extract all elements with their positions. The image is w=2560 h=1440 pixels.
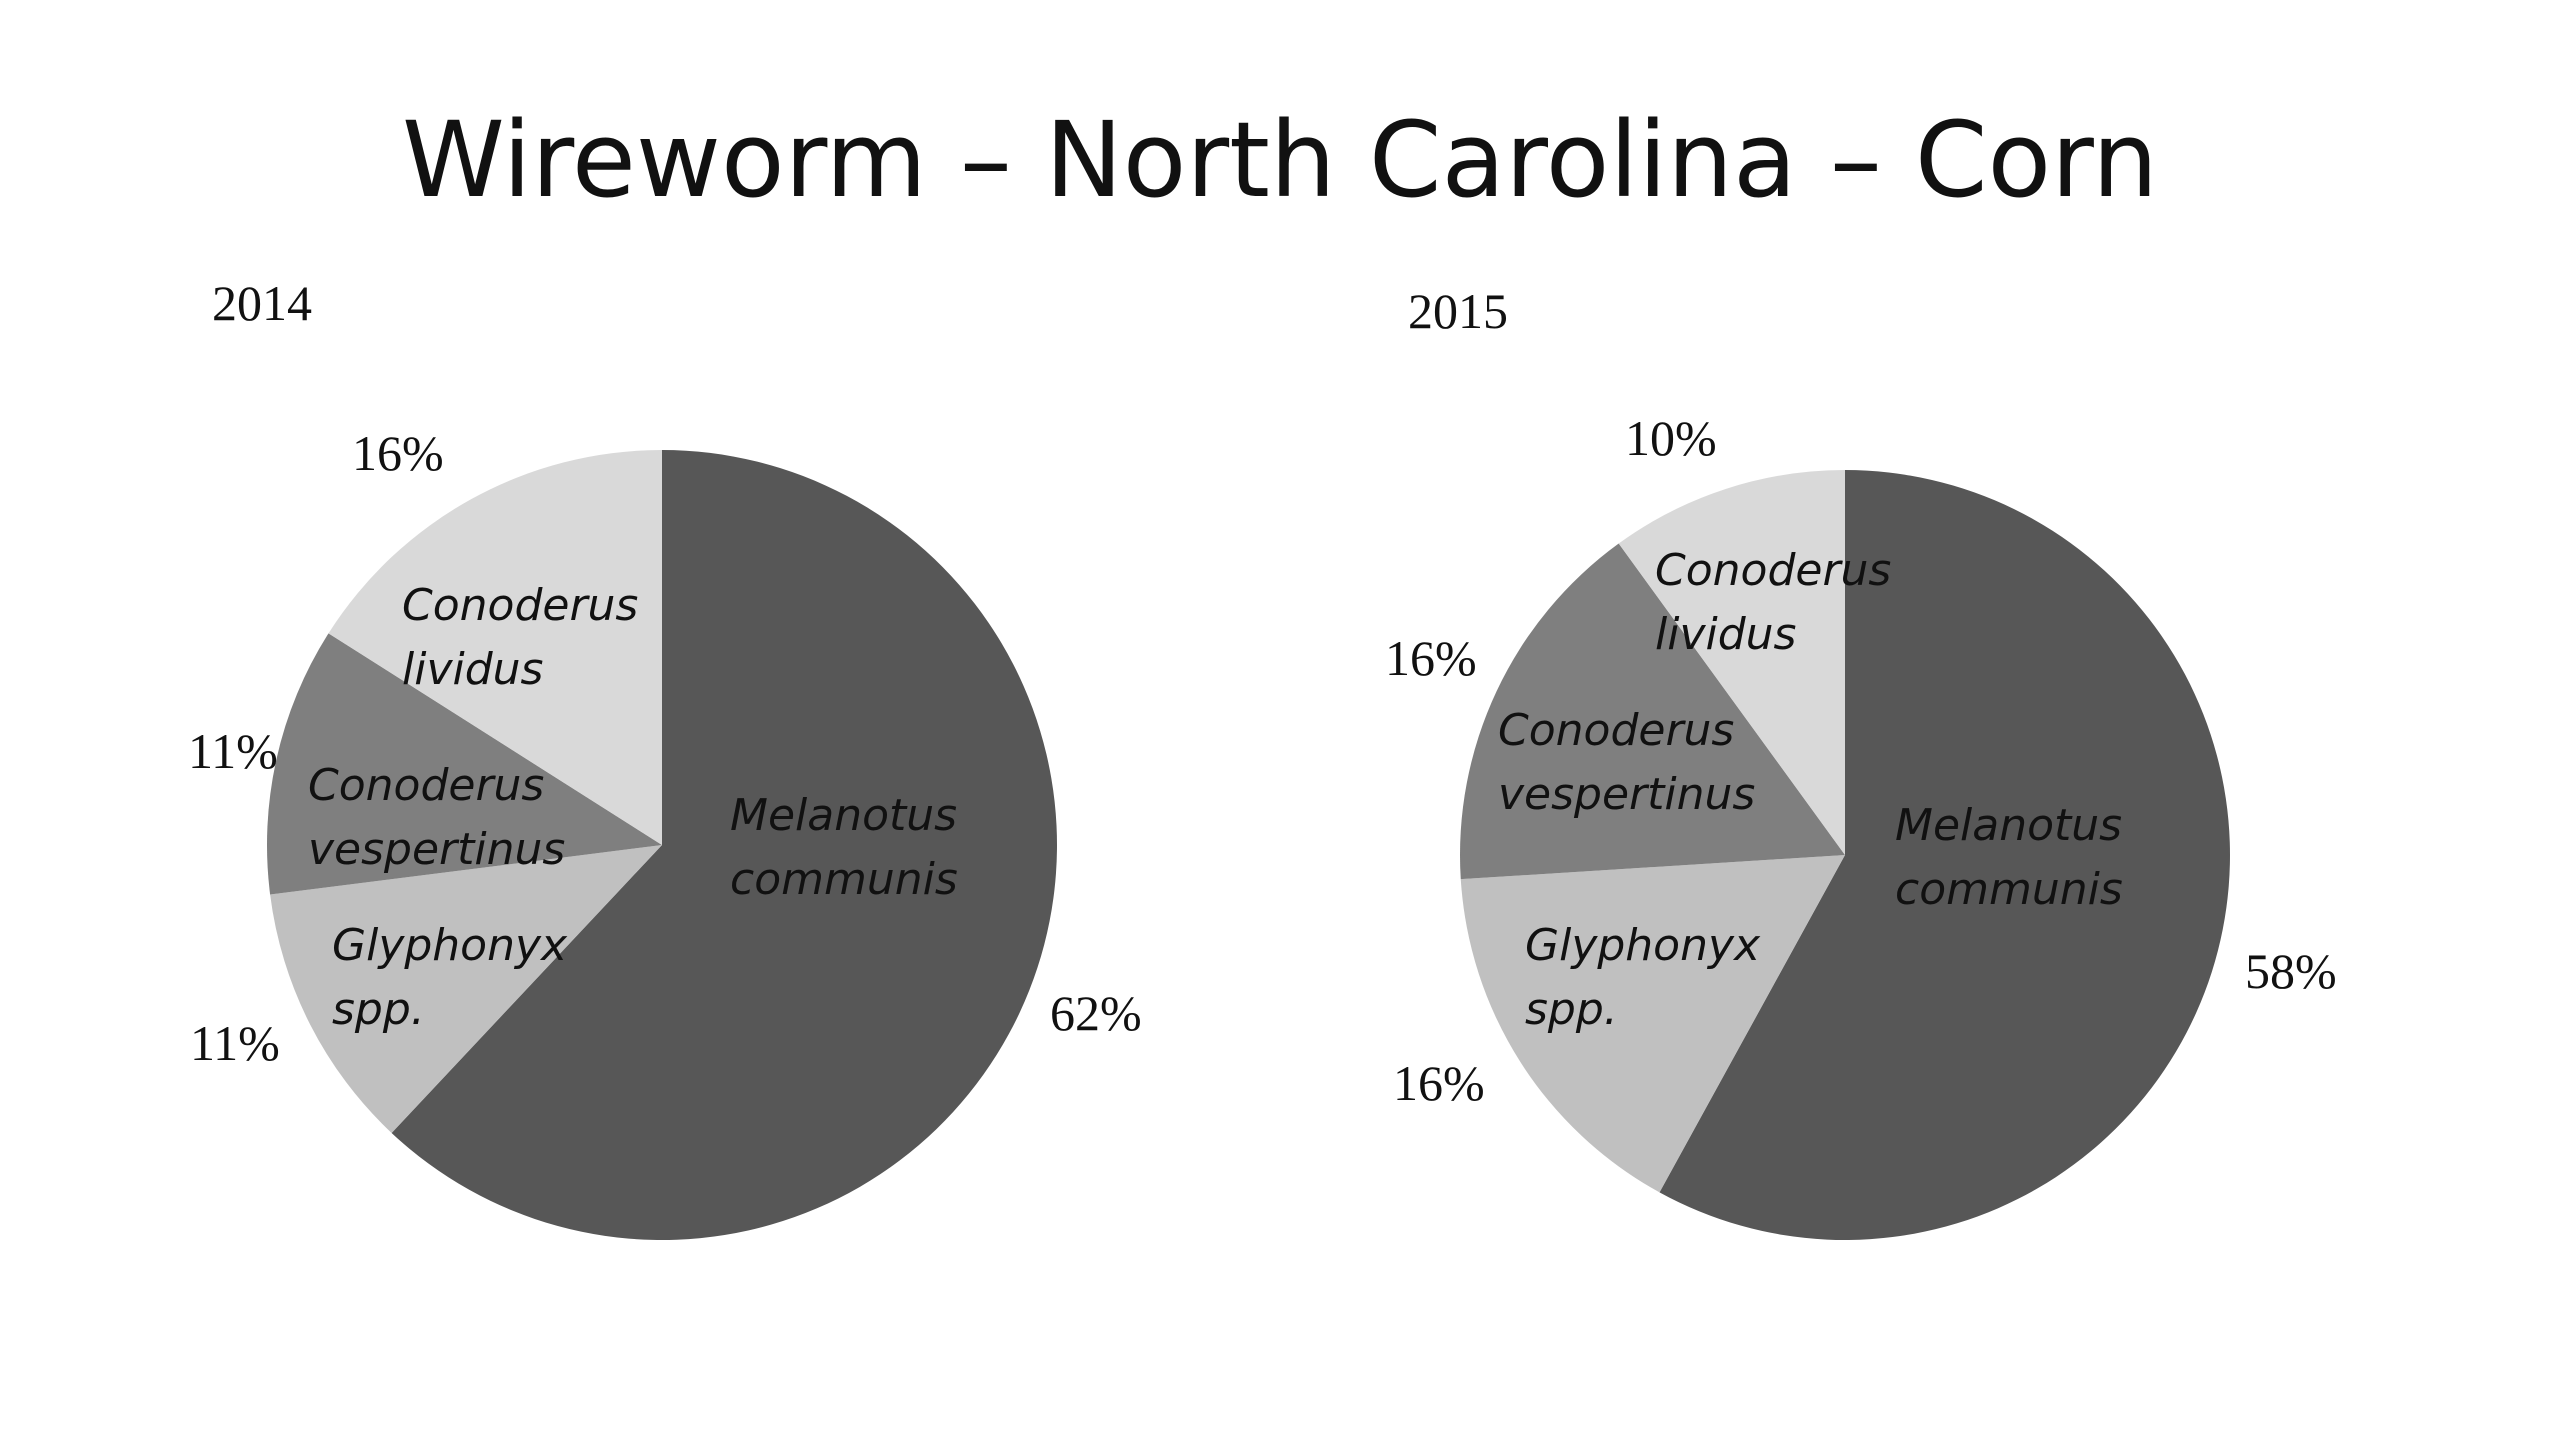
chart-year-label: 2014 bbox=[212, 275, 312, 331]
slice-label-glyphonyx-spp: Glyphonyx spp. bbox=[1525, 920, 1761, 1035]
slice-label-conoderus-lividus: Conoderus lividus bbox=[402, 580, 638, 695]
value-label-melanotus-communis: 58% bbox=[2245, 943, 2337, 999]
pie-slice-glyphonyx-spp bbox=[1460, 855, 1845, 1193]
chart-year-label: 2015 bbox=[1408, 283, 1508, 339]
value-label-glyphonyx-spp: 11% bbox=[190, 1015, 280, 1071]
pie-chart-2014: Melanotus communis Glyphonyx spp. Conoderus v… bbox=[188, 275, 1142, 1240]
slice-label-conoderus-lividus: Conoderus lividus bbox=[1655, 545, 1891, 660]
value-label-conoderus-lividus: 16% bbox=[352, 425, 444, 481]
pie-slice-melanotus-communis bbox=[1659, 470, 2230, 1240]
pie-slice-conoderus-vespertinus bbox=[266, 633, 662, 895]
pie-slice-glyphonyx-spp bbox=[270, 845, 662, 1133]
value-label-melanotus-communis: 62% bbox=[1050, 985, 1142, 1041]
pie-slice-conoderus-vespertinus bbox=[1460, 543, 1845, 880]
pie-slice-melanotus-communis bbox=[391, 450, 1057, 1240]
pie-slice-conoderus-lividus bbox=[1618, 470, 1845, 855]
slice-label-melanotus-communis: Melanotus communis bbox=[730, 790, 958, 905]
value-label-glyphonyx-spp: 16% bbox=[1393, 1055, 1485, 1111]
slice-label-glyphonyx-spp: Glyphonyx spp. bbox=[332, 920, 568, 1035]
slide-title: Wireworm – North Carolina – Corn bbox=[402, 99, 2158, 221]
slice-label-melanotus-communis: Melanotus communis bbox=[1895, 800, 2123, 915]
slice-label-conoderus-vespertinus: Conoderus vespertinus bbox=[1498, 705, 1755, 820]
value-label-conoderus-vespertinus: 11% bbox=[188, 723, 278, 779]
value-label-conoderus-vespertinus: 16% bbox=[1385, 630, 1477, 686]
pie-slice-conoderus-lividus bbox=[328, 450, 662, 845]
pie-chart-2015: Melanotus communis Glyphonyx spp. Conoderus v… bbox=[1385, 283, 2337, 1240]
slice-label-conoderus-vespertinus: Conoderus vespertinus bbox=[308, 760, 565, 875]
value-label-conoderus-lividus: 10% bbox=[1625, 410, 1717, 466]
